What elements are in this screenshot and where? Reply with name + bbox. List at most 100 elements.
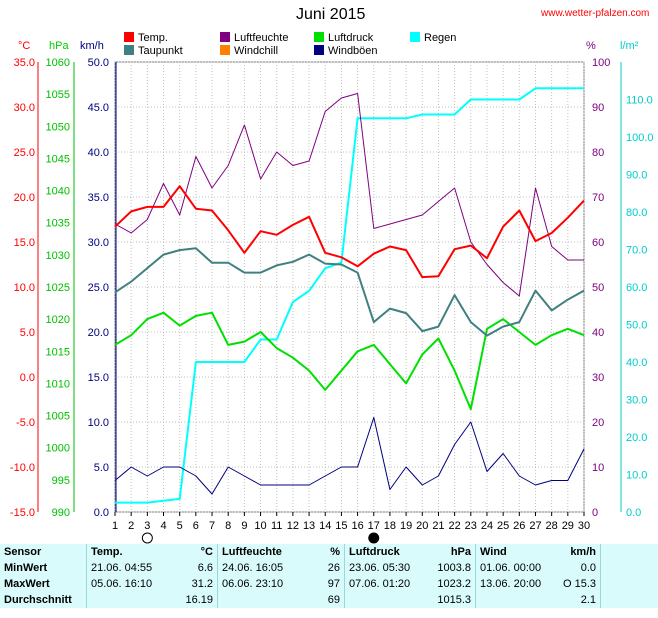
stats-row-label: Durchschnitt <box>4 594 72 606</box>
x-tick-label: 29 <box>562 520 574 532</box>
legend-windchill: Windchill <box>220 45 278 57</box>
x-tick-label: 4 <box>160 520 166 532</box>
pressure-axis-label: hPa <box>49 40 69 52</box>
legend-rain: Regen <box>410 32 456 44</box>
x-tick-label: 9 <box>241 520 247 532</box>
humidity-tick-label: 20 <box>592 417 604 429</box>
rain-axis-label: l/m² <box>620 40 639 52</box>
wind-tick-label: 25.0 <box>88 282 109 294</box>
pressure-tick-label: 1005 <box>46 411 70 423</box>
x-tick-label: 25 <box>497 520 509 532</box>
stats-wind-value: 0.0 <box>580 562 596 574</box>
chart-title: Juni 2015 <box>296 6 366 23</box>
wind-tick-label: 30.0 <box>88 237 109 249</box>
series-temp-line <box>114 185 585 279</box>
temp-tick-label: 10.0 <box>14 282 35 294</box>
rain-tick-label: 0.0 <box>626 507 641 519</box>
x-tick-label: 26 <box>513 520 525 532</box>
temp-tick-label: 15.0 <box>14 237 35 249</box>
rain-tick-label: 40.0 <box>626 357 647 369</box>
temp-tick-label: 0.0 <box>20 372 35 384</box>
x-tick-label: 6 <box>193 520 199 532</box>
stats-press-header: Luftdruck <box>344 544 429 560</box>
x-tick-label: 22 <box>448 520 460 532</box>
humidity-tick-label: 10 <box>592 462 604 474</box>
rain-tick-label: 110.0 <box>626 95 653 107</box>
rain-tick-label: 90.0 <box>626 170 647 182</box>
stats-hum-value: 26 <box>327 562 340 574</box>
wind-tick-label: 0.0 <box>94 507 109 519</box>
stats-row-avg: Durchschnitt 16.19 69 1015.3 2.1 <box>0 592 658 608</box>
moon-new-icon <box>368 532 380 544</box>
stats-temp-unit: °C <box>200 546 213 558</box>
legend-swatch <box>124 45 134 55</box>
x-tick-label: 17 <box>368 520 380 532</box>
humidity-tick-label: 90 <box>592 102 604 114</box>
temp-tick-label: 30.0 <box>14 102 35 114</box>
wind-tick-label: 35.0 <box>88 192 109 204</box>
stats-temp-value: 16.19 <box>185 594 213 606</box>
pressure-tick-label: 1010 <box>46 378 70 390</box>
wind-tick-label: 50.0 <box>88 57 109 69</box>
legend-swatch <box>220 32 230 42</box>
x-tick-label: 10 <box>254 520 266 532</box>
legend-label: Temp. <box>138 32 168 44</box>
legend-label: Luftdruck <box>328 32 374 44</box>
legend-swatch <box>314 45 324 55</box>
x-tick-label: 11 <box>271 520 282 532</box>
rain-tick-label: 70.0 <box>626 245 647 257</box>
humidity-tick-label: 60 <box>592 237 604 249</box>
rain-tick-label: 80.0 <box>626 207 647 219</box>
x-tick-label: 12 <box>287 520 299 532</box>
x-tick-label: 7 <box>209 520 215 532</box>
stats-press-time: 07.06. 01:20 <box>344 576 429 592</box>
series-windben-line <box>114 417 585 495</box>
x-tick-label: 19 <box>400 520 412 532</box>
legend-swatch <box>410 32 420 42</box>
wind-tick-label: 5.0 <box>94 462 109 474</box>
stats-sensor-header: Sensor <box>4 546 42 558</box>
humidity-axis-label: % <box>586 40 596 52</box>
temp-tick-label: 5.0 <box>20 327 35 339</box>
x-tick-label: 8 <box>225 520 231 532</box>
stats-press-unit: hPa <box>450 546 471 558</box>
legend-label: Taupunkt <box>138 45 183 57</box>
pressure-tick-label: 1055 <box>46 89 70 101</box>
stats-temp-value: 6.6 <box>197 562 213 574</box>
legend-label: Windchill <box>234 45 279 57</box>
pressure-tick-label: 1015 <box>46 346 70 358</box>
pressure-tick-label: 1040 <box>46 186 70 198</box>
temp-tick-label: -5.0 <box>16 417 35 429</box>
site-link[interactable]: www.wetter-pfalzen.com <box>541 8 650 19</box>
x-tick-label: 16 <box>351 520 363 532</box>
x-tick-label: 3 <box>144 520 150 532</box>
x-tick-label: 24 <box>481 520 493 532</box>
temp-tick-label: 35.0 <box>14 57 35 69</box>
wind-tick-label: 15.0 <box>88 372 109 384</box>
rain-tick-label: 30.0 <box>626 395 647 407</box>
wind-tick-label: 10.0 <box>88 417 109 429</box>
rain-tick-label: 60.0 <box>626 282 647 294</box>
stats-hum-unit: % <box>330 546 340 558</box>
stats-wind-unit: km/h <box>570 546 596 558</box>
x-tick-label: 23 <box>465 520 477 532</box>
stats-wind-time <box>475 592 552 608</box>
pressure-tick-label: 1060 <box>46 57 70 69</box>
legend-label: Regen <box>424 32 457 44</box>
wind-tick-label: 20.0 <box>88 327 109 339</box>
stats-wind-value: 2.1 <box>580 594 596 606</box>
stats-press-value: 1003.8 <box>437 562 471 574</box>
stats-temp-time: 21.06. 04:55 <box>86 560 175 576</box>
x-tick-label: 21 <box>432 520 444 532</box>
stats-row-label: MinWert <box>4 562 48 574</box>
pressure-tick-label: 1050 <box>46 121 70 133</box>
stats-wind-header: Wind <box>475 544 552 560</box>
stats-hum-time: 06.06. 23:10 <box>217 576 308 592</box>
stats-header-row: Sensor Temp. °C Luftfeuchte % Luftdruck … <box>0 544 658 560</box>
moon-markers <box>141 532 380 544</box>
stats-row-label: MaxWert <box>4 578 50 590</box>
legend-gusts: Windböen <box>314 45 378 57</box>
stats-wind-value: O 15.3 <box>562 578 596 590</box>
series-taupunkt-line <box>114 247 585 337</box>
x-tick-label: 2 <box>128 520 134 532</box>
